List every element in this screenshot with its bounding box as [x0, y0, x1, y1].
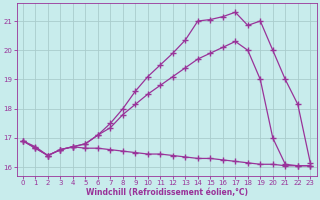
X-axis label: Windchill (Refroidissement éolien,°C): Windchill (Refroidissement éolien,°C)	[85, 188, 248, 197]
